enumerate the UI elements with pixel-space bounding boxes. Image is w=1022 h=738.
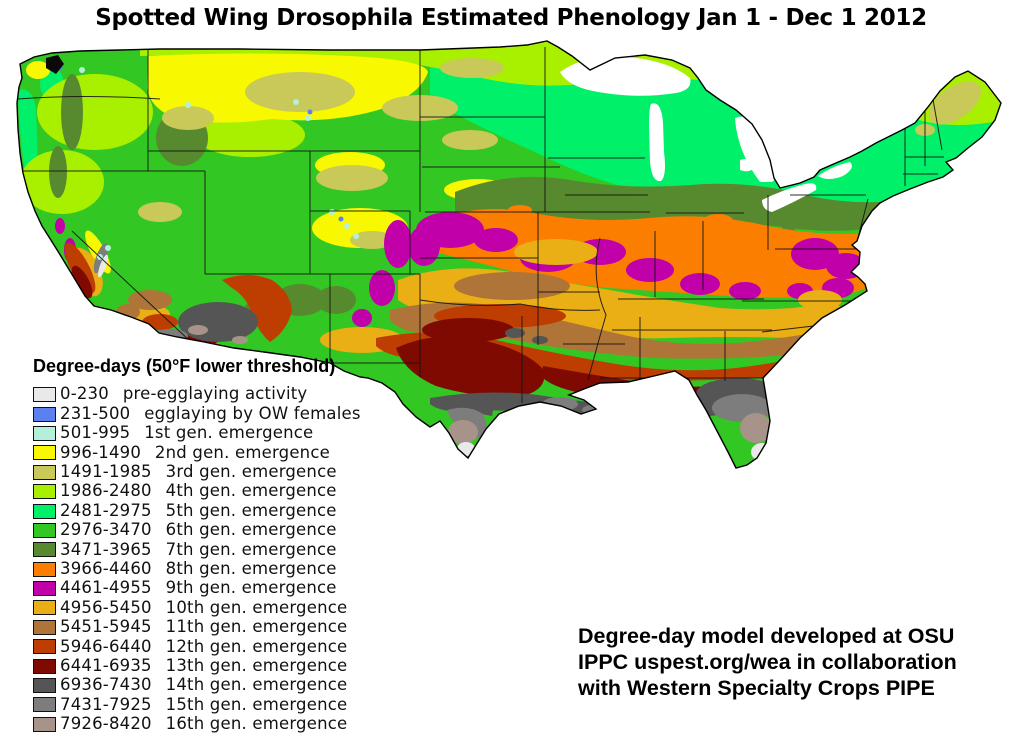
legend-color-swatch [33,464,56,480]
legend-color-swatch [33,445,56,461]
legend-row: 4461-4955 9th gen. emergence [33,579,361,598]
legend-row: 3471-3965 7th gen. emergence [33,540,361,559]
legend-row: 5451-5945 11th gen. emergence [33,618,361,637]
legend-entry-text: 2481-2975 5th gen. emergence [60,500,337,520]
legend-entry-text: 1491-1985 3rd gen. emergence [60,462,337,481]
legend-entry-text: 1986-2480 4th gen. emergence [60,481,337,501]
legend-entry-text: 231-500 egglaying by OW females [60,403,361,423]
legend-color-swatch [33,639,56,655]
legend-color-swatch [33,406,56,422]
legend-entry-text: 4461-4955 9th gen. emergence [60,578,337,598]
legend-row: 1986-2480 4th gen. emergence [33,482,361,501]
legend-color-swatch [33,600,56,616]
legend-entry-text: 501-995 1st gen. emergence [60,423,314,443]
credit-text: Degree-day model developed at OSU IPPC u… [578,623,957,701]
legend-color-swatch [33,619,56,635]
credit-line: IPPC uspest.org/wea in collaboration [578,650,957,674]
credit-line: with Western Specialty Crops PIPE [578,676,935,700]
legend-row: 7431-7925 15th gen. emergence [33,695,361,714]
legend-color-swatch [33,678,56,694]
legend: Degree-days (50°F lower threshold) 0-230… [33,356,361,734]
legend-entry-text: 0-230 pre-egglaying activity [60,384,308,404]
legend-entry-text: 4956-5450 10th gen. emergence [60,597,348,617]
legend-color-swatch [33,425,56,441]
legend-row: 4956-5450 10th gen. emergence [33,598,361,617]
legend-row: 6936-7430 14th gen. emergence [33,676,361,695]
legend-color-swatch [33,522,56,538]
legend-row: 3966-4460 8th gen. emergence [33,560,361,579]
legend-entries: 0-230 pre-egglaying activity 231-500 eggl… [33,385,361,734]
legend-color-swatch [33,658,56,674]
credit-line: Degree-day model developed at OSU [578,624,955,648]
legend-row: 2976-3470 6th gen. emergence [33,521,361,540]
legend-row: 1491-1985 3rd gen. emergence [33,463,361,482]
legend-title: Degree-days (50°F lower threshold) [33,356,336,376]
legend-color-swatch [33,542,56,558]
legend-color-swatch [33,484,56,500]
legend-row: 231-500 egglaying by OW females [33,404,361,423]
legend-color-swatch [33,697,56,713]
legend-entry-text: 996-1490 2nd gen. emergence [60,442,330,462]
legend-row: 5946-6440 12th gen. emergence [33,637,361,656]
us-outline [16,40,1002,469]
legend-entry-text: 6441-6935 13th gen. emergence [60,655,348,675]
state-borders [17,47,944,403]
legend-color-swatch [33,561,56,577]
legend-color-swatch [33,503,56,519]
legend-entry-text: 5946-6440 12th gen. emergence [60,636,348,656]
legend-color-swatch [33,581,56,597]
legend-color-swatch [33,387,56,403]
legend-row: 501-995 1st gen. emergence [33,424,361,443]
legend-entry-text: 2976-3470 6th gen. emergence [60,520,337,540]
legend-row: 996-1490 2nd gen. emergence [33,443,361,462]
legend-entry-text: 7926-8420 16th gen. emergence [60,714,348,734]
legend-entry-text: 7431-7925 15th gen. emergence [60,694,348,714]
legend-entry-text: 6936-7430 14th gen. emergence [60,675,348,695]
legend-entry-text: 3966-4460 8th gen. emergence [60,558,337,578]
page-title: Spotted Wing Drosophila Estimated Phenol… [95,5,927,31]
legend-color-swatch [33,716,56,732]
legend-row: 6441-6935 13th gen. emergence [33,656,361,675]
legend-entry-text: 3471-3965 7th gen. emergence [60,539,337,559]
legend-row: 0-230 pre-egglaying activity [33,385,361,404]
legend-row: 2481-2975 5th gen. emergence [33,501,361,520]
legend-row: 7926-8420 16th gen. emergence [33,715,361,734]
legend-entry-text: 5451-5945 11th gen. emergence [60,617,348,637]
